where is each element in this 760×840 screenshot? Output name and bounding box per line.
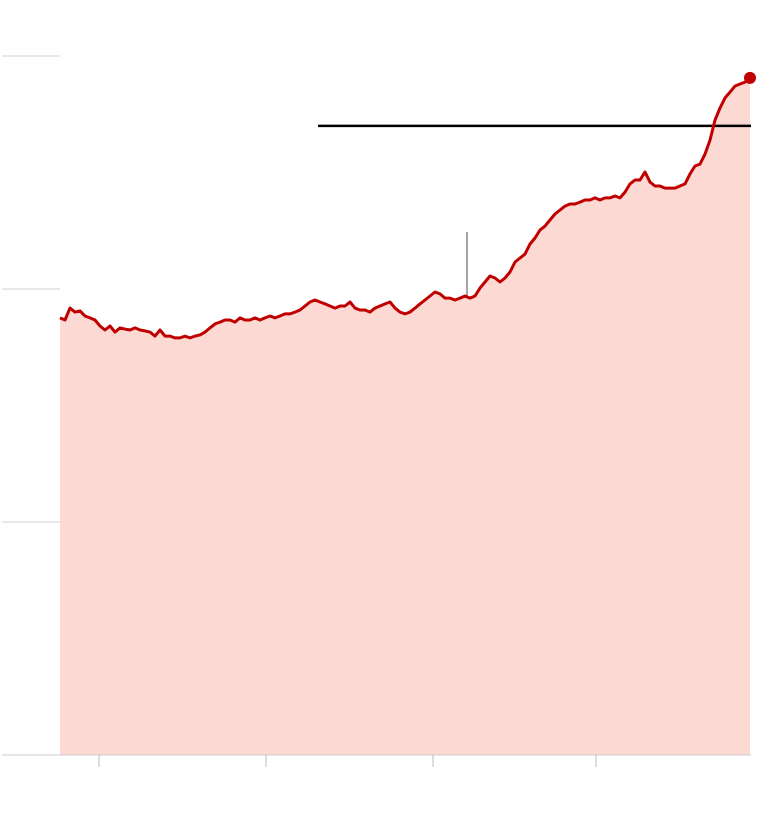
line	[59, 76, 751, 340]
end-dot	[744, 71, 756, 84]
area-fill	[60, 77, 750, 755]
